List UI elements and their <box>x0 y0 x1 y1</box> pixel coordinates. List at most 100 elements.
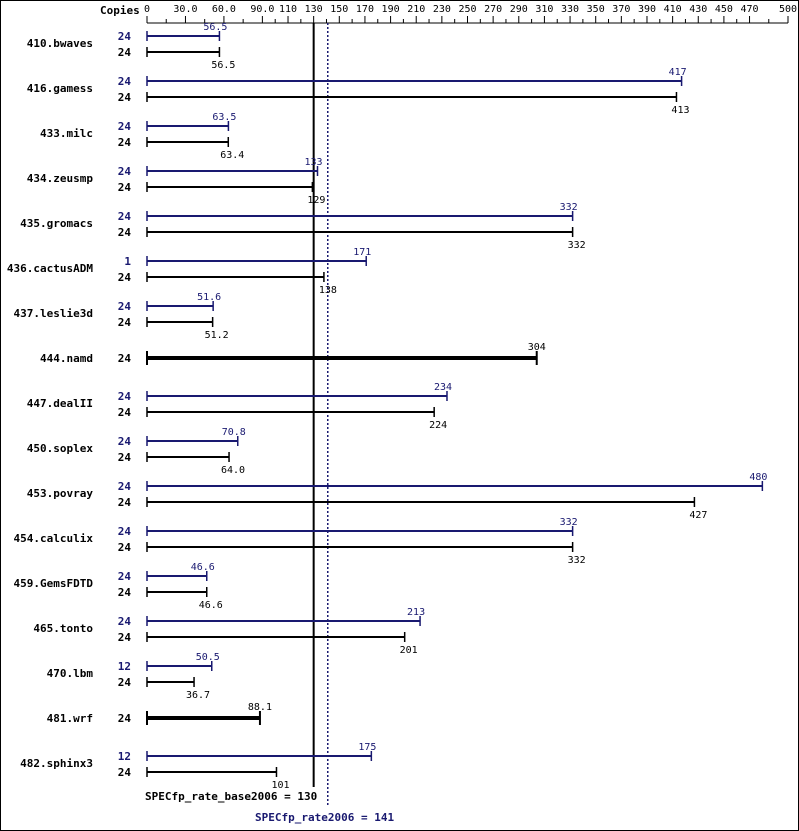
base-copies: 24 <box>118 406 132 419</box>
x-tick-label: 90.0 <box>250 4 274 15</box>
base-value-label: 138 <box>319 285 337 296</box>
peak-copies: 24 <box>118 480 132 493</box>
base-copies: 24 <box>118 181 132 194</box>
x-tick-label: 130 <box>305 4 323 15</box>
benchmark-label: 482.sphinx3 <box>20 757 93 770</box>
x-tick-label: 330 <box>561 4 579 15</box>
benchmark-label: 410.bwaves <box>27 37 93 50</box>
base-value-label: 304 <box>528 342 546 353</box>
x-tick-label: 250 <box>458 4 476 15</box>
peak-copies: 24 <box>118 30 132 43</box>
benchmark-label: 433.milc <box>40 127 93 140</box>
peak-copies: 24 <box>118 570 132 583</box>
peak-copies: 24 <box>118 210 132 223</box>
base-copies: 24 <box>118 496 132 509</box>
base-copies: 24 <box>118 91 132 104</box>
benchmark-label: 416.gamess <box>27 82 93 95</box>
peak-copies: 24 <box>118 300 132 313</box>
x-tick-label: 60.0 <box>212 4 236 15</box>
peak-value-label: 332 <box>560 202 578 213</box>
x-tick-label: 270 <box>484 4 502 15</box>
base-value-label: 51.2 <box>205 330 229 341</box>
base-value-label: 101 <box>271 780 289 791</box>
base-value-label: 201 <box>400 645 418 656</box>
benchmark-label: 437.leslie3d <box>14 307 93 320</box>
copies-header: Copies <box>100 4 140 17</box>
benchmark-label: 481.wrf <box>47 712 93 725</box>
benchmark-label: 453.povray <box>27 487 94 500</box>
base-copies: 24 <box>118 46 132 59</box>
benchmark-label: 454.calculix <box>14 532 94 545</box>
x-tick-label: 370 <box>612 4 630 15</box>
peak-value-label: 70.8 <box>222 427 246 438</box>
base-copies: 24 <box>118 136 132 149</box>
base-copies: 24 <box>118 766 132 779</box>
peak-copies: 12 <box>118 750 131 763</box>
peak-copies: 24 <box>118 165 132 178</box>
peak-value-label: 50.5 <box>196 652 220 663</box>
x-tick-label: 150 <box>330 4 348 15</box>
x-tick-label: 500 <box>779 4 797 15</box>
base-copies: 24 <box>118 226 132 239</box>
x-tick-label: 190 <box>382 4 400 15</box>
benchmark-label: 436.cactusADM <box>7 262 93 275</box>
benchmark-label: 435.gromacs <box>20 217 93 230</box>
base-summary-label: SPECfp_rate_base2006 = 130 <box>145 790 317 803</box>
peak-value-label: 234 <box>434 382 452 393</box>
base-copies: 24 <box>118 586 132 599</box>
base-value-label: 56.5 <box>211 60 235 71</box>
base-value-label: 224 <box>429 420 447 431</box>
peak-value-label: 133 <box>304 157 322 168</box>
benchmark-label: 447.dealII <box>27 397 93 410</box>
x-tick-label: 390 <box>638 4 656 15</box>
peak-value-label: 480 <box>749 472 767 483</box>
base-value-label: 64.0 <box>221 465 245 476</box>
base-value-label: 129 <box>307 195 325 206</box>
x-tick-label: 0 <box>144 4 150 15</box>
base-copies: 24 <box>118 676 132 689</box>
base-copies: 24 <box>118 541 132 554</box>
peak-value-label: 51.6 <box>197 292 221 303</box>
peak-copies: 24 <box>118 75 132 88</box>
x-tick-label: 410 <box>664 4 682 15</box>
peak-value-label: 171 <box>353 247 371 258</box>
x-tick-label: 310 <box>535 4 553 15</box>
base-copies: 24 <box>118 271 132 284</box>
peak-value-label: 46.6 <box>191 562 215 573</box>
base-value-label: 332 <box>568 555 586 566</box>
peak-value-label: 56.5 <box>203 22 227 33</box>
benchmark-label: 434.zeusmp <box>27 172 94 185</box>
base-value-label: 63.4 <box>220 150 244 161</box>
peak-value-label: 417 <box>669 67 687 78</box>
base-copies: 24 <box>118 352 132 365</box>
x-tick-label: 230 <box>433 4 451 15</box>
base-copies: 24 <box>118 451 132 464</box>
x-tick-label: 470 <box>741 4 759 15</box>
base-value-label: 88.1 <box>248 702 272 713</box>
base-value-label: 36.7 <box>186 690 210 701</box>
x-tick-label: 170 <box>356 4 374 15</box>
base-value-label: 413 <box>671 105 689 116</box>
base-value-label: 332 <box>568 240 586 251</box>
peak-copies: 1 <box>124 255 131 268</box>
peak-copies: 24 <box>118 390 132 403</box>
x-tick-label: 450 <box>715 4 733 15</box>
peak-copies: 24 <box>118 435 132 448</box>
peak-copies: 24 <box>118 120 132 133</box>
base-copies: 24 <box>118 316 132 329</box>
peak-copies: 24 <box>118 525 132 538</box>
base-copies: 24 <box>118 631 132 644</box>
x-tick-label: 350 <box>587 4 605 15</box>
benchmark-label: 444.namd <box>40 352 93 365</box>
x-tick-label: 110 <box>279 4 297 15</box>
x-tick-label: 30.0 <box>173 4 197 15</box>
peak-value-label: 175 <box>358 742 376 753</box>
base-copies: 24 <box>118 712 132 725</box>
peak-summary-label: SPECfp_rate2006 = 141 <box>255 811 394 824</box>
peak-copies: 12 <box>118 660 131 673</box>
peak-copies: 24 <box>118 615 132 628</box>
x-tick-label: 290 <box>510 4 528 15</box>
